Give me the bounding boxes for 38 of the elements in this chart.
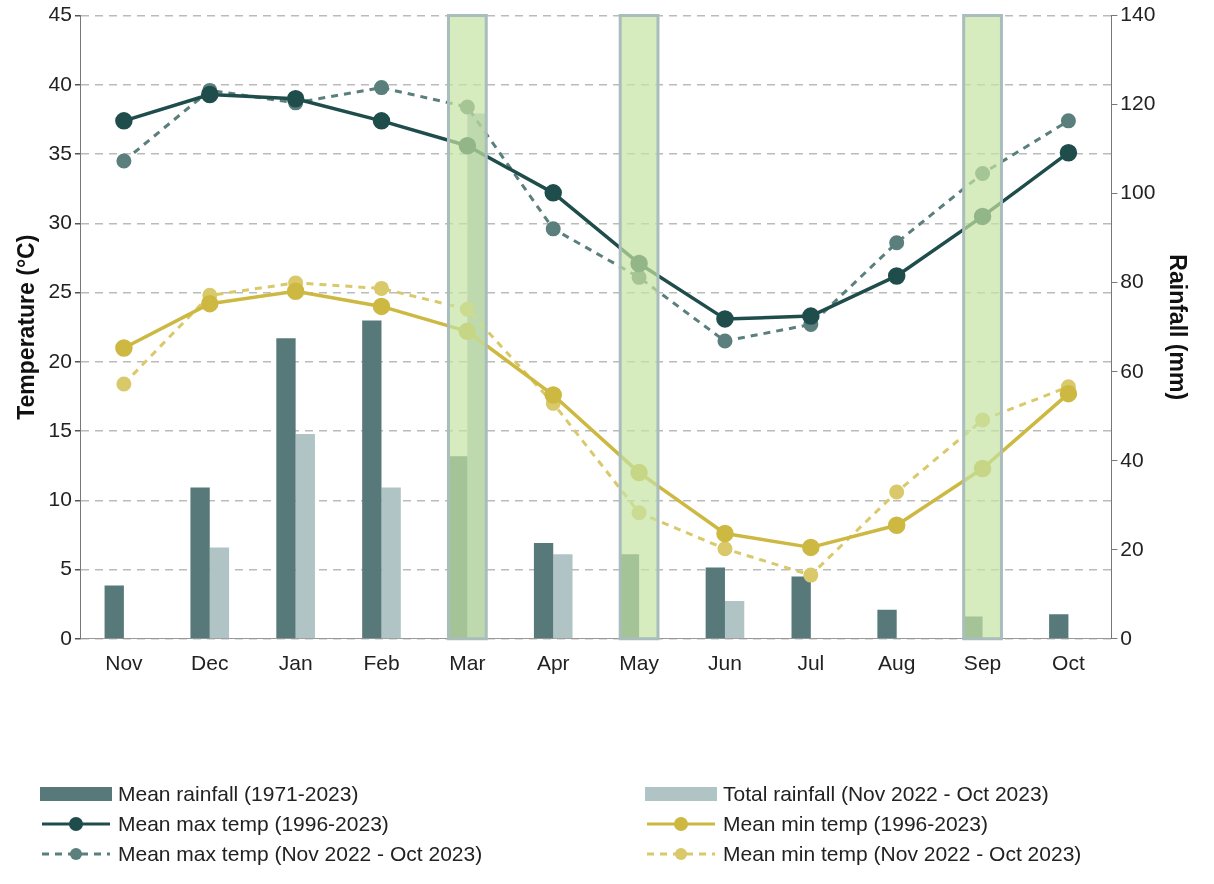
x-tick-label: Dec: [191, 651, 229, 675]
y2-tick-label: 20: [1120, 536, 1144, 560]
y2-tick-label: 100: [1120, 180, 1156, 204]
legend-label: Mean min temp (1996-2023): [723, 812, 988, 836]
y-tick-label: 40: [48, 71, 72, 95]
legend-label: Mean rainfall (1971-2023): [118, 782, 359, 806]
y-tick-label: 15: [48, 417, 72, 441]
x-tick-label: Sep: [963, 651, 1002, 675]
x-tick-label: Apr: [536, 651, 570, 675]
y-tick-label: 5: [60, 556, 72, 580]
y2-tick-label: 80: [1120, 269, 1144, 293]
y2-axis-title: Rainfall (mm): [1164, 254, 1191, 401]
x-tick-label: May: [619, 651, 660, 675]
y2-tick-label: 60: [1120, 358, 1144, 382]
x-tick-label: Nov: [105, 651, 144, 675]
y2-tick-label: 0: [1120, 625, 1133, 649]
legend-label: Mean min temp (Nov 2022 - Oct 2023): [723, 842, 1082, 866]
y-tick-label: 25: [48, 279, 72, 303]
y2-tick-label: 40: [1120, 447, 1144, 471]
x-tick-label: Jun: [708, 651, 742, 675]
y-tick-label: 35: [48, 140, 72, 164]
legend-label: Total rainfall (Nov 2022 - Oct 2023): [723, 782, 1049, 806]
legend-label: Mean max temp (Nov 2022 - Oct 2023): [118, 842, 483, 866]
y-tick-label: 30: [48, 210, 72, 234]
y-axis-title: Temperature (°C): [13, 234, 40, 420]
y-tick-label: 0: [60, 625, 72, 649]
x-tick-label: Oct: [1052, 651, 1085, 675]
y-tick-label: 20: [48, 348, 72, 372]
x-tick-label: Aug: [878, 651, 916, 675]
y-tick-label: 10: [48, 487, 72, 511]
x-tick-label: Mar: [449, 651, 486, 675]
x-tick-label: Jul: [797, 651, 825, 675]
legend-label: Mean max temp (1996-2023): [118, 812, 389, 836]
y2-tick-label: 140: [1120, 2, 1156, 26]
x-tick-label: Jan: [278, 651, 313, 675]
y2-tick-label: 120: [1120, 91, 1156, 115]
x-tick-label: Feb: [363, 651, 400, 675]
y-tick-label: 45: [48, 2, 72, 26]
